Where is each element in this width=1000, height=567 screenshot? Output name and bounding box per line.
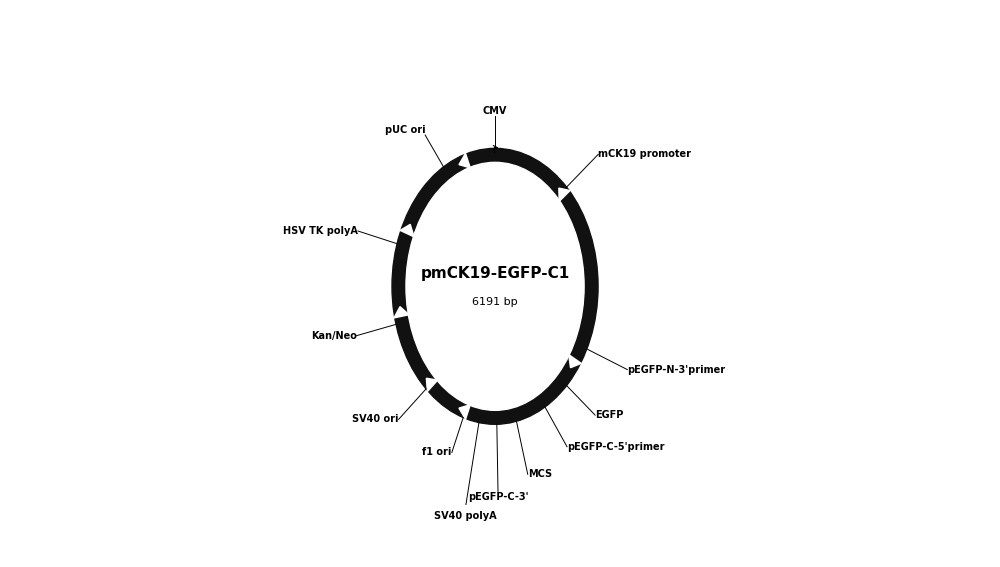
Polygon shape — [569, 354, 581, 367]
Text: mCK19 promoter: mCK19 promoter — [598, 150, 691, 159]
Polygon shape — [459, 153, 470, 168]
Ellipse shape — [406, 162, 584, 411]
Polygon shape — [559, 188, 570, 201]
Text: SV40 ori: SV40 ori — [352, 414, 399, 424]
Text: MCS: MCS — [528, 469, 552, 479]
Text: SV40 polyA: SV40 polyA — [434, 510, 496, 521]
Text: HSV TK polyA: HSV TK polyA — [283, 226, 358, 236]
Text: CMV: CMV — [483, 106, 507, 116]
Text: pUC ori: pUC ori — [385, 125, 425, 135]
Text: 6191 bp: 6191 bp — [472, 297, 518, 307]
Text: Kan/Neo: Kan/Neo — [311, 331, 357, 341]
Polygon shape — [394, 307, 409, 318]
Text: EGFP: EGFP — [595, 410, 623, 420]
Polygon shape — [426, 378, 438, 392]
Text: pmCK19-EGFP-C1: pmCK19-EGFP-C1 — [420, 266, 570, 281]
Text: pEGFP-C-5'primer: pEGFP-C-5'primer — [567, 442, 665, 452]
Polygon shape — [459, 405, 470, 420]
Polygon shape — [400, 225, 414, 237]
Text: pEGFP-C-3': pEGFP-C-3' — [468, 492, 528, 501]
Text: pEGFP-N-3'primer: pEGFP-N-3'primer — [627, 365, 725, 375]
Text: f1 ori: f1 ori — [422, 447, 452, 458]
Ellipse shape — [392, 149, 598, 424]
